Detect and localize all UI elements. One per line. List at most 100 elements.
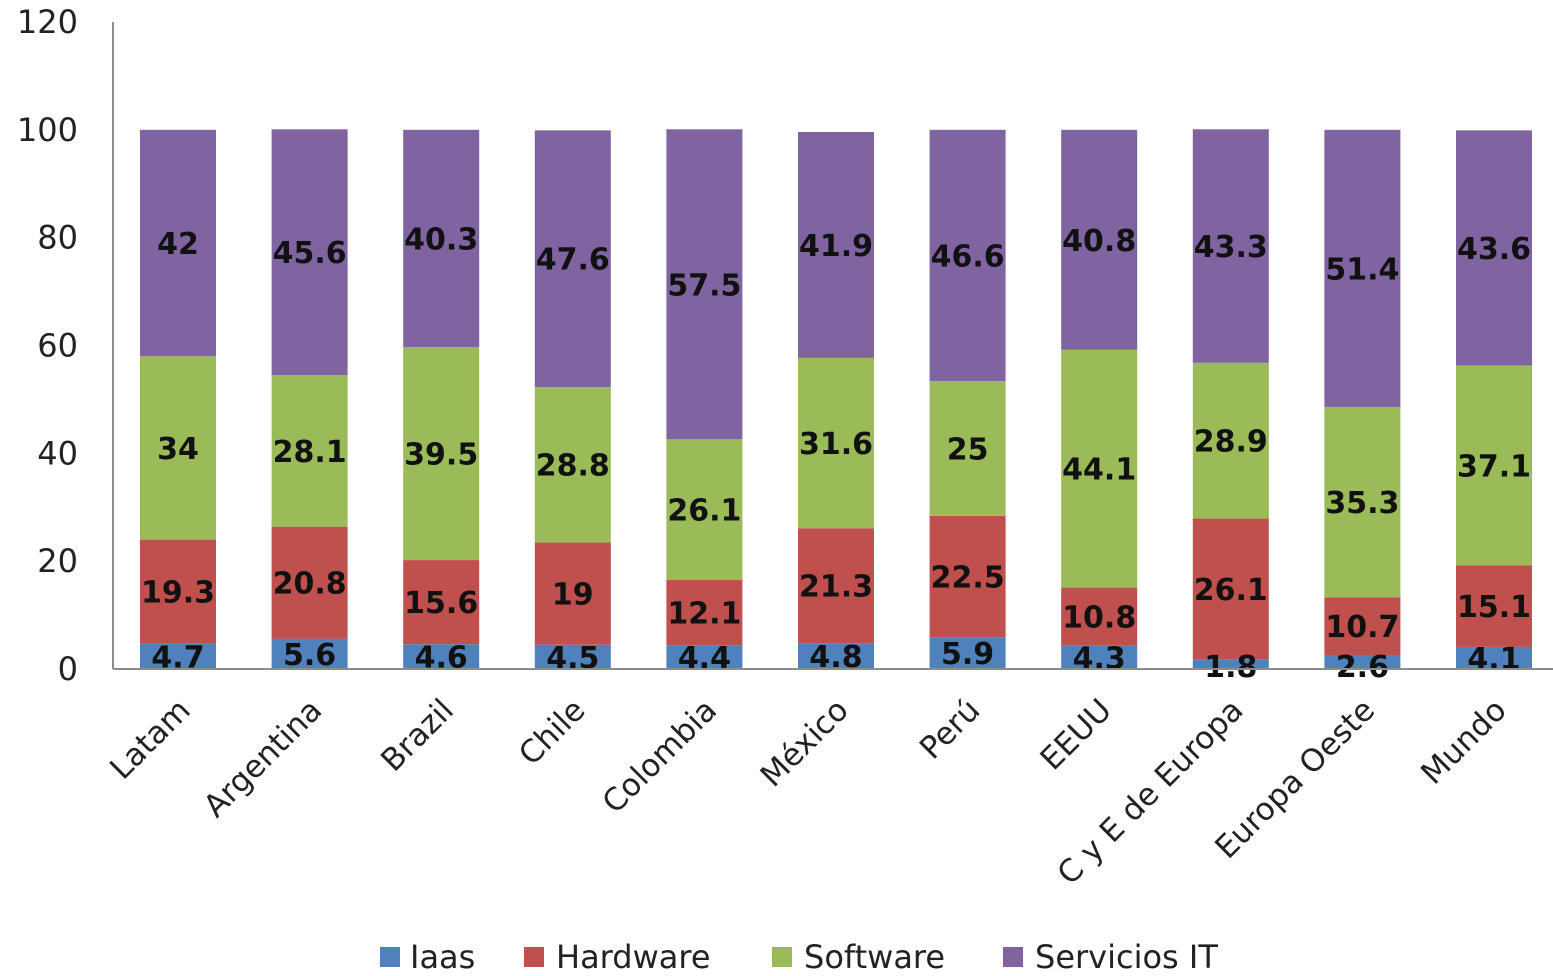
bar-segment-servicios-it (140, 129, 216, 357)
x-tick-label: Perú (913, 692, 987, 766)
bar-segment-hardware (140, 539, 216, 644)
data-label: 28.1 (273, 435, 347, 470)
bar-segment-software (798, 357, 874, 529)
bar-segment-software (403, 347, 480, 561)
data-label: 45.6 (273, 236, 347, 271)
data-label: 26.1 (667, 494, 741, 529)
data-label: 12.1 (667, 597, 741, 632)
bar-segment-servicios-it (1456, 130, 1532, 366)
data-label: 47.6 (536, 243, 610, 278)
x-tick-label: México (754, 692, 856, 794)
data-label: 25 (947, 432, 989, 467)
bar-segment-servicios-it (1324, 129, 1401, 407)
data-label: 26.1 (1194, 573, 1268, 608)
x-tick-label: Argentina (197, 692, 329, 824)
data-label: 4.1 (1467, 642, 1520, 677)
bar-segment-iaas (1324, 654, 1401, 669)
bar-segment-servicios-it (666, 129, 743, 440)
bar-segment-servicios-it (1192, 129, 1269, 363)
data-label: 10.7 (1325, 610, 1399, 645)
bar-segment-iaas (534, 644, 611, 669)
bar-segment-hardware (1061, 587, 1138, 646)
bar-segment-software (1456, 365, 1532, 566)
y-tick-label: 120 (17, 3, 78, 41)
bar-segment-servicios-it (534, 130, 611, 388)
bar-segment-iaas (929, 637, 1006, 669)
bar-segment-servicios-it (1061, 129, 1138, 350)
legend-swatch-servicios-it (1003, 947, 1023, 967)
x-tick-label: Mundo (1414, 692, 1513, 791)
data-label: 44.1 (1062, 453, 1136, 488)
bar-segment-iaas (271, 638, 348, 669)
bar-segment-iaas (798, 643, 874, 669)
data-label: 4.3 (1073, 641, 1126, 676)
data-label: 4.6 (415, 641, 468, 676)
data-label: 28.8 (536, 449, 610, 484)
data-label: 20.8 (273, 567, 347, 602)
y-tick-label: 80 (37, 219, 78, 257)
bar-segment-software (1192, 362, 1269, 519)
y-axis-ticks: 0 20 40 60 80 100 120 (17, 3, 78, 688)
bar-segment-servicios-it (403, 129, 480, 348)
data-label: 19.3 (141, 576, 215, 611)
bar-segment-hardware (929, 515, 1006, 638)
bar-segment-servicios-it (798, 131, 874, 358)
bar-segment-hardware (798, 528, 874, 644)
y-tick-label: 60 (37, 327, 78, 365)
data-label: 28.9 (1194, 425, 1268, 460)
bar-segment-hardware (666, 580, 743, 646)
data-label: 39.5 (404, 438, 478, 473)
data-label: 51.4 (1325, 252, 1399, 287)
data-label: 1.8 (1204, 650, 1257, 685)
bar-segment-servicios-it (271, 129, 348, 376)
data-label: 43.6 (1457, 232, 1531, 267)
bar-segment-iaas (140, 643, 216, 669)
bar-segment-software (1324, 406, 1401, 598)
bar-segment-software (1061, 349, 1138, 588)
bar-segment-hardware (271, 526, 348, 639)
legend: Iaas Hardware Software Servicios IT (380, 938, 1218, 976)
data-label: 41.9 (799, 229, 873, 264)
y-tick-label: 20 (37, 542, 78, 580)
legend-swatch-software (772, 947, 792, 967)
bar-segment-software (929, 381, 1006, 516)
data-label: 35.3 (1325, 486, 1399, 521)
data-label: 4.5 (546, 641, 599, 676)
bar-segment-iaas (1061, 645, 1138, 669)
bar-segment-iaas (666, 645, 743, 669)
data-label: 46.6 (931, 239, 1005, 274)
bar-segment-software (140, 356, 216, 540)
x-tick-label: Latam (103, 692, 197, 786)
data-label: 4.4 (678, 641, 731, 676)
legend-label-hardware: Hardware (556, 938, 711, 976)
x-tick-label: Colombia (596, 692, 724, 820)
x-tick-label: EEUU (1034, 692, 1119, 777)
y-tick-label: 0 (58, 650, 78, 688)
bar-segment-software (666, 439, 743, 581)
bar-segment-hardware (1324, 597, 1401, 655)
bars-group (140, 129, 1532, 669)
data-label: 37.1 (1457, 449, 1531, 484)
data-label: 22.5 (931, 561, 1005, 596)
data-label: 4.7 (151, 640, 204, 675)
data-labels-group: 4.7 19.3 34 42 5.6 20.8 28.1 45.6 4.6 15.6 39.5 40.… (141, 222, 1531, 685)
axes-group (112, 22, 1553, 670)
legend-label-software: Software (804, 938, 945, 976)
x-tick-label: Brazil (374, 692, 461, 779)
data-label: 57.5 (667, 268, 741, 303)
legend-swatch-iaas (380, 947, 400, 967)
bar-segment-iaas (1192, 659, 1269, 669)
legend-label-servicios-it: Servicios IT (1035, 938, 1218, 976)
bar-segment-software (271, 375, 348, 527)
data-label: 5.9 (941, 637, 994, 672)
x-tick-label: Chile (512, 692, 592, 772)
bar-segment-hardware (403, 560, 480, 645)
y-tick-label: 100 (17, 111, 78, 149)
data-label: 15.1 (1457, 590, 1531, 625)
bar-segment-hardware (534, 542, 611, 645)
data-label: 10.8 (1062, 601, 1136, 636)
bar-segment-software (534, 387, 611, 543)
data-label: 43.3 (1194, 230, 1268, 265)
x-axis-labels: Latam Argentina Brazil Chile Colombia México P… (103, 692, 1513, 892)
